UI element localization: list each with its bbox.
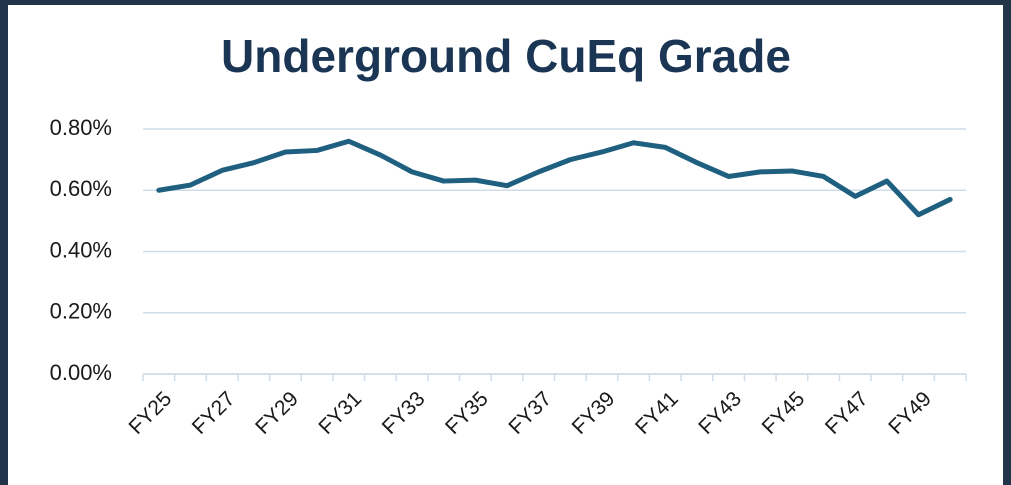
y-tick-label: 0.80% (50, 115, 112, 140)
y-tick-label: 0.40% (50, 237, 112, 262)
chart-title: Underground CuEq Grade (221, 30, 791, 82)
y-tick-label: 0.60% (50, 176, 112, 201)
y-tick-label: 0.00% (50, 360, 112, 385)
y-tick-label: 0.20% (50, 299, 112, 324)
page: Underground CuEq Grade 0.00% 0.20% 0.40% 0.… (0, 0, 1011, 485)
chart: Underground CuEq Grade 0.00% 0.20% 0.40% 0.… (0, 0, 1011, 485)
